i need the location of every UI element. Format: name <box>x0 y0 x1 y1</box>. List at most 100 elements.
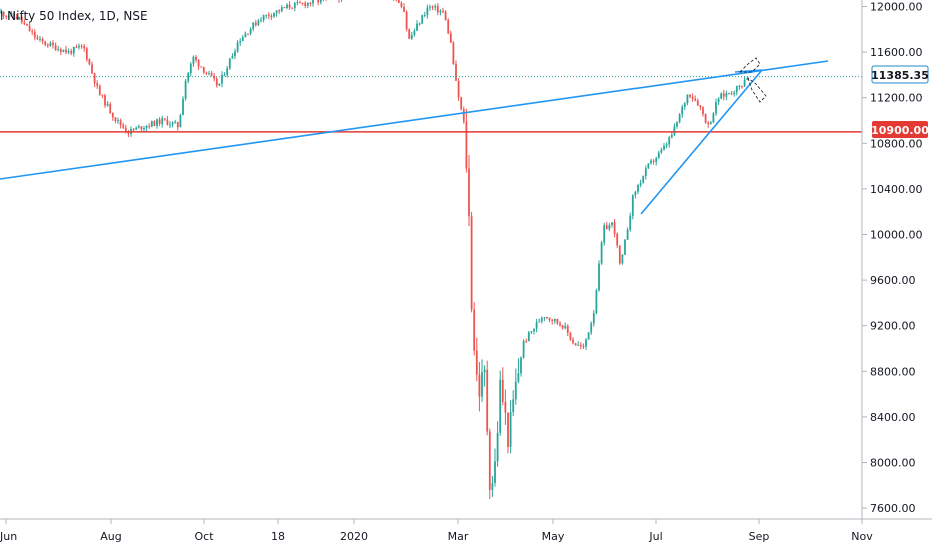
candle-body <box>712 113 715 123</box>
candle-body <box>114 117 117 122</box>
price-tick-label: 12000.00 <box>870 1 923 14</box>
candle-body <box>431 6 434 8</box>
candle-body <box>416 23 418 31</box>
candle-body <box>176 122 179 128</box>
candle-body <box>696 100 699 106</box>
candle-body <box>36 37 39 39</box>
candle-body <box>655 157 658 162</box>
candle-body <box>31 31 34 33</box>
candle-body <box>691 96 694 99</box>
candle-body <box>111 112 114 118</box>
candle-body <box>452 42 455 65</box>
candle-body <box>202 67 205 73</box>
candle-body <box>67 50 70 53</box>
candle-body <box>275 10 278 14</box>
candle-body <box>127 131 130 134</box>
time-tick-label: Aug <box>100 530 121 543</box>
candle-body <box>634 191 637 196</box>
candle-body <box>501 379 504 402</box>
candle-body <box>548 317 551 320</box>
candle-body <box>7 16 10 18</box>
candle-body <box>132 128 135 130</box>
candle-body <box>644 168 647 176</box>
candle-body <box>699 105 702 108</box>
candle-body <box>10 13 13 17</box>
candle-body <box>730 93 733 95</box>
candle-body <box>150 121 153 127</box>
candle-body <box>665 144 668 146</box>
candle-body <box>572 339 574 344</box>
candle-body <box>169 124 171 126</box>
candle-body <box>720 93 723 99</box>
candle-body <box>405 11 408 30</box>
candle-body <box>738 85 741 87</box>
candle-body <box>689 94 691 97</box>
candle-body <box>608 224 611 230</box>
candle-body <box>670 134 673 138</box>
price-tick-label: 7600.00 <box>870 502 916 515</box>
candle-body <box>70 50 73 54</box>
current-price-badge-bg <box>871 65 929 84</box>
candle-body <box>639 182 642 186</box>
time-tick-label: Mar <box>448 530 469 543</box>
candle-body <box>603 225 606 243</box>
candle-body <box>702 107 704 115</box>
candle-body <box>171 122 174 125</box>
candle-body <box>704 114 707 123</box>
candle-body <box>457 80 460 98</box>
candle-body <box>33 31 36 38</box>
candle-body <box>241 37 244 42</box>
candle-body <box>743 79 746 87</box>
candle-body <box>301 2 304 4</box>
candle-body <box>650 160 652 164</box>
candle-body <box>205 72 208 74</box>
candle-body <box>551 319 554 322</box>
price-axis[interactable]: 12000.00 11600.00 11200.00 10800.00 10400.00… <box>862 1 923 516</box>
candle-body <box>288 4 291 8</box>
candle-body <box>569 332 572 340</box>
candle-body <box>426 7 429 16</box>
candle-body <box>618 245 621 264</box>
candle-body <box>504 401 507 413</box>
candle-body <box>540 317 543 322</box>
candles-layer <box>0 0 749 500</box>
candle-body <box>270 15 273 17</box>
time-tick-label: May <box>542 530 565 543</box>
time-tick-label: Jun <box>0 530 17 543</box>
candle-body <box>527 332 530 341</box>
candle-body <box>252 22 255 29</box>
candle-body <box>59 49 62 52</box>
candle-body <box>553 318 556 322</box>
candle-body <box>577 344 580 346</box>
candle-body <box>475 350 478 375</box>
projection-dashed-path-lower <box>747 76 767 103</box>
candle-body <box>434 6 437 8</box>
candle-body <box>18 17 21 19</box>
candle-body <box>145 125 148 128</box>
candle-body <box>611 222 613 225</box>
candle-body <box>254 22 257 25</box>
candle-body <box>728 93 730 95</box>
candle-body <box>161 118 164 124</box>
candle-body <box>561 325 564 329</box>
candle-body <box>460 97 463 110</box>
candle-body <box>228 58 231 69</box>
candle-body <box>80 45 83 47</box>
time-axis[interactable]: Jun Aug Oct 18 2020 Mar May Jul Sep Nov <box>0 519 873 543</box>
candle-body <box>262 15 265 21</box>
candle-body <box>88 59 91 65</box>
candle-body <box>442 10 444 12</box>
candle-body <box>306 2 309 6</box>
price-tick-label: 10400.00 <box>870 183 923 196</box>
candle-body <box>429 6 431 8</box>
candle-body <box>707 122 710 125</box>
candle-body <box>470 216 473 310</box>
candle-body <box>676 122 678 127</box>
time-tick-label: Nov <box>851 530 873 543</box>
candle-body <box>624 239 626 255</box>
price-tick-label: 8400.00 <box>870 411 916 424</box>
candle-body <box>709 122 712 125</box>
level-price-badge-label: 10900.00 <box>871 124 929 137</box>
